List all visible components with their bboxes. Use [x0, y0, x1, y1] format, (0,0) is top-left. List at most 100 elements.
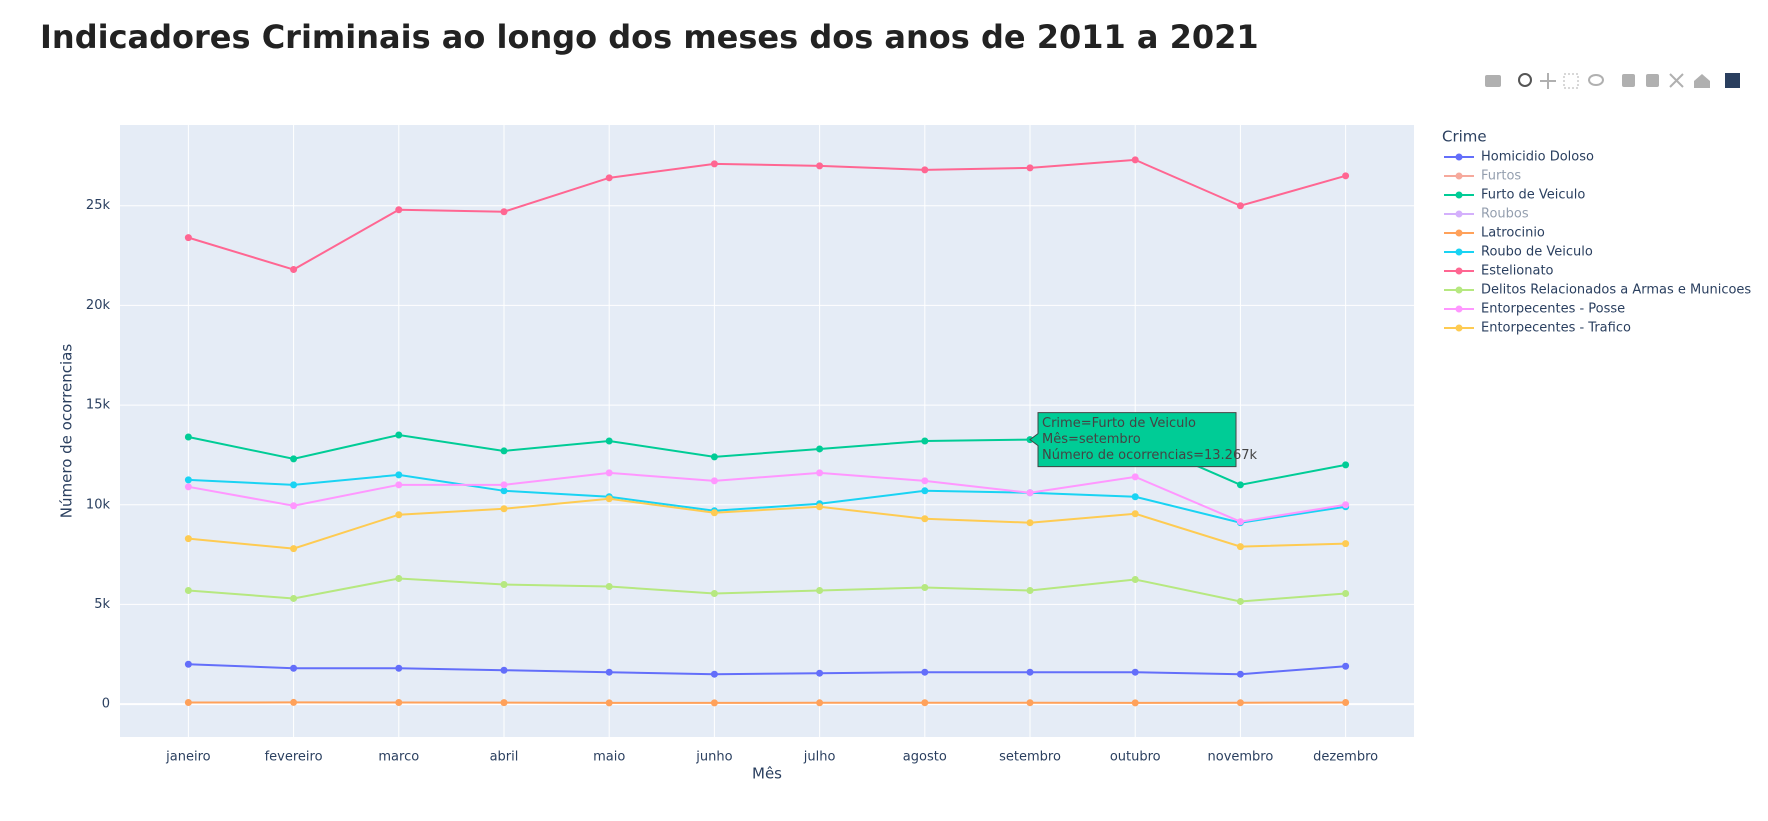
x-tick-label: marco	[378, 750, 419, 765]
zoom-in-icon[interactable]	[1622, 74, 1635, 87]
x-tick-label: setembro	[999, 750, 1061, 765]
data-point	[816, 669, 824, 677]
hover-text: Número de ocorrencias=13.267k	[1042, 448, 1257, 463]
data-point	[500, 505, 508, 513]
legend-item[interactable]: Entorpecentes - Trafico	[1444, 321, 1631, 336]
legend-label: Furtos	[1481, 169, 1521, 184]
legend-marker	[1455, 267, 1463, 275]
data-point	[290, 455, 298, 463]
data-point	[1342, 699, 1350, 707]
x-tick-label: julho	[803, 750, 836, 765]
legend-marker	[1455, 191, 1463, 199]
camera-icon[interactable]	[1485, 75, 1501, 87]
x-tick-label: dezembro	[1313, 750, 1378, 765]
legend-marker	[1455, 324, 1463, 332]
data-point	[500, 447, 508, 455]
select-icon[interactable]	[1563, 73, 1579, 89]
data-point	[921, 477, 929, 485]
legend-item[interactable]: Furto de Veiculo	[1444, 188, 1585, 203]
legend-item[interactable]: Furtos	[1444, 169, 1521, 184]
data-point	[1236, 543, 1244, 551]
data-point	[710, 699, 718, 707]
legend-marker	[1455, 286, 1463, 294]
data-point	[184, 433, 192, 441]
series-line	[188, 577, 1346, 603]
data-point	[184, 699, 192, 707]
hover-text: Mês=setembro	[1042, 432, 1141, 447]
data-point	[1131, 668, 1139, 676]
legend-item[interactable]: Delitos Relacionados a Armas e Municoes	[1444, 283, 1751, 298]
data-point	[500, 666, 508, 674]
legend-item[interactable]: Latrocinio	[1444, 226, 1545, 241]
data-point	[1342, 540, 1350, 548]
data-point	[1131, 699, 1139, 707]
legend-item[interactable]: Homicidio Doloso	[1444, 150, 1594, 165]
pan-icon[interactable]	[1540, 73, 1556, 89]
data-point	[184, 483, 192, 491]
data-point	[395, 664, 403, 672]
legend-item[interactable]: Entorpecentes - Posse	[1444, 302, 1625, 317]
hover-text: Crime=Furto de Veiculo	[1042, 416, 1196, 431]
data-point	[1026, 699, 1034, 707]
data-point	[500, 481, 508, 489]
legend-label: Delitos Relacionados a Armas e Municoes	[1481, 283, 1751, 298]
legend-label: Furto de Veiculo	[1481, 188, 1585, 203]
x-tick-label: fevereiro	[265, 750, 323, 765]
data-point	[710, 477, 718, 485]
data-point	[290, 481, 298, 489]
x-tick-label: junho	[695, 750, 732, 765]
data-point	[1026, 489, 1034, 497]
data-point	[605, 668, 613, 676]
data-point	[816, 445, 824, 453]
data-point	[921, 515, 929, 523]
data-point	[1131, 156, 1139, 164]
legend-label: Roubos	[1481, 207, 1529, 222]
zoom-icon[interactable]	[1518, 73, 1532, 87]
data-point	[816, 162, 824, 170]
data-point	[816, 699, 824, 707]
y-tick-label: 25k	[86, 198, 111, 213]
y-tick-label: 5k	[94, 597, 110, 612]
lasso-icon[interactable]	[1588, 74, 1604, 86]
data-point	[816, 586, 824, 594]
data-point	[710, 160, 718, 168]
zoom-out-icon[interactable]	[1646, 74, 1659, 87]
legend-item[interactable]: Roubos	[1444, 207, 1529, 222]
data-point	[1236, 597, 1244, 605]
legend-item[interactable]: Roubo de Veiculo	[1444, 245, 1593, 260]
x-tick-label: maio	[593, 750, 625, 765]
logo-icon[interactable]	[1725, 73, 1740, 88]
y-tick-label: 15k	[86, 398, 111, 413]
data-point	[395, 206, 403, 214]
data-point	[921, 668, 929, 676]
data-point	[710, 589, 718, 597]
chart-title: Indicadores Criminais ao longo dos meses…	[40, 18, 1259, 56]
series-line	[188, 158, 1346, 271]
legend-item[interactable]: Estelionato	[1444, 264, 1554, 279]
data-point	[1236, 699, 1244, 707]
data-point	[290, 266, 298, 274]
reset-icon[interactable]	[1694, 74, 1710, 88]
data-point	[395, 575, 403, 583]
data-point	[290, 502, 298, 510]
x-tick-label: janeiro	[165, 750, 210, 765]
data-point	[605, 699, 613, 707]
data-point	[395, 699, 403, 707]
data-point	[290, 698, 298, 706]
data-point	[816, 469, 824, 477]
data-point	[605, 174, 613, 182]
series-line	[188, 497, 1346, 550]
data-point	[1236, 481, 1244, 489]
autoscale-icon[interactable]	[1669, 73, 1684, 88]
data-point	[1342, 662, 1350, 670]
data-point	[1342, 589, 1350, 597]
data-point	[1131, 510, 1139, 518]
data-point	[921, 487, 929, 495]
data-point	[184, 234, 192, 242]
modebar[interactable]	[1485, 73, 1740, 89]
data-point	[500, 487, 508, 495]
legend-label: Entorpecentes - Posse	[1481, 302, 1625, 317]
series-line	[188, 663, 1346, 676]
data-point	[1026, 668, 1034, 676]
legend-label: Entorpecentes - Trafico	[1481, 321, 1631, 336]
